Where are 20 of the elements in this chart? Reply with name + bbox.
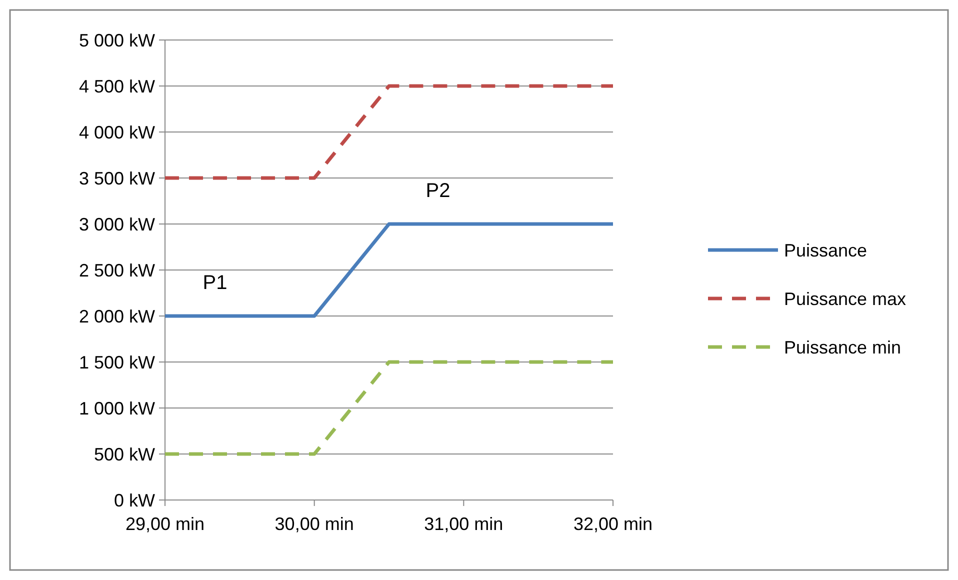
- legend-label: Puissance: [784, 240, 868, 260]
- legend-label: Puissance min: [784, 337, 902, 358]
- annotation: P2: [426, 180, 450, 202]
- y-tick-label: 3 000 kW: [78, 214, 155, 234]
- y-tick-label: 1 500 kW: [78, 352, 155, 372]
- x-tick-label: 29,00 min: [125, 514, 205, 534]
- x-tick-label: 31,00 min: [424, 514, 504, 534]
- annotation: P1: [202, 272, 228, 294]
- legend-label: Puissance max: [784, 288, 906, 309]
- y-tick-label: 1 000 kW: [78, 398, 155, 418]
- y-tick-label: 2 000 kW: [78, 306, 155, 326]
- y-tick-label: 3 500 kW: [78, 168, 155, 188]
- x-tick-label: 30,00 min: [274, 514, 354, 534]
- y-tick-label: 4 500 kW: [78, 76, 155, 96]
- x-tick-label: 32,00 min: [573, 514, 653, 534]
- y-tick-label: 500 kW: [94, 444, 155, 464]
- y-tick-label: 5 000 kW: [78, 30, 155, 50]
- y-tick-label: 0 kW: [114, 490, 155, 510]
- y-tick-label: 4 000 kW: [78, 122, 155, 142]
- y-tick-label: 2 500 kW: [78, 260, 155, 280]
